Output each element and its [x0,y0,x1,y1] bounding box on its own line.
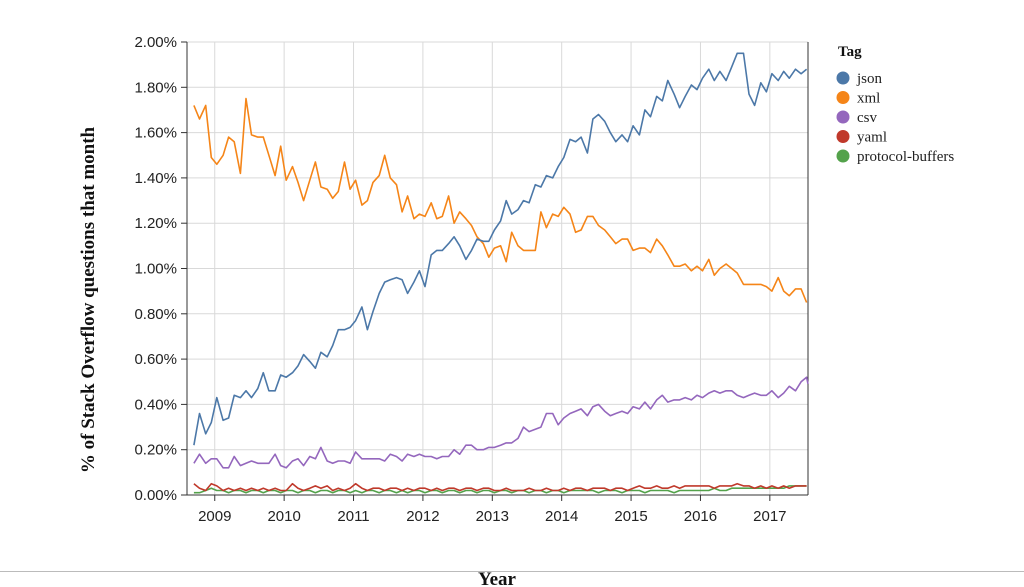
legend-title: Tag [838,44,862,60]
y-tick-label: 1.00% [134,261,177,278]
x-tick-label: 2010 [267,508,300,525]
y-tick-label: 1.40% [134,170,177,187]
series-line-xml [193,97,808,303]
legend-swatch [836,71,850,85]
y-tick-label: 1.80% [134,79,177,96]
legend-item-json: json [836,71,883,87]
legend: Tag json xml csv yaml protocol-buffers [836,44,954,165]
legend-swatch [836,149,850,163]
y-tick-label: 0.80% [134,306,177,323]
y-tick-label: 1.60% [134,125,177,142]
legend-label: protocol-buffers [857,149,954,165]
legend-item-yaml: yaml [836,130,887,146]
legend-swatch [836,130,850,143]
x-axis-title: Year [478,569,517,587]
legend-swatch [836,110,850,124]
bottom-divider [0,571,1024,572]
x-tick-label: 2012 [406,508,439,525]
x-tick-label: 2014 [545,508,578,525]
legend-label: csv [857,110,877,126]
x-tick-label: 2016 [684,508,717,525]
x-tick-label: 2015 [614,508,647,525]
x-axis: 2009 2010 2011 2012 2013 2014 2015 2016 2017 [187,494,808,525]
y-tick-label: 0.00% [134,487,177,504]
legend-item-xml: xml [836,91,880,107]
y-axis-title: % of Stack Overflow questions that month [78,126,99,473]
gridlines [187,41,808,496]
series-line-csv [193,376,809,469]
y-tick-label: 0.40% [134,396,177,413]
legend-label: xml [857,91,880,107]
y-tick-label: 2.00% [134,34,177,51]
legend-label: yaml [857,130,887,146]
series-line-yaml [193,482,807,492]
series-lines [193,52,809,494]
y-tick-label: 0.20% [134,442,177,459]
x-tick-label: 2013 [476,508,509,525]
series-line-json [193,52,808,446]
x-tick-label: 2011 [337,508,369,525]
series-line-protocol-buffers [193,485,807,494]
x-tick-label: 2017 [753,508,786,525]
y-tick-label: 0.60% [134,351,177,368]
legend-item-protocol-buffers: protocol-buffers [836,149,954,165]
legend-label: json [856,71,883,87]
x-tick-label: 2009 [198,508,231,525]
y-axis: 0.00% 0.20% 0.40% 0.60% 0.80% 1.00% 1.20% 1.40%… [134,34,809,504]
y-tick-label: 1.20% [134,215,177,232]
legend-swatch [836,91,850,104]
legend-item-csv: csv [836,110,877,126]
